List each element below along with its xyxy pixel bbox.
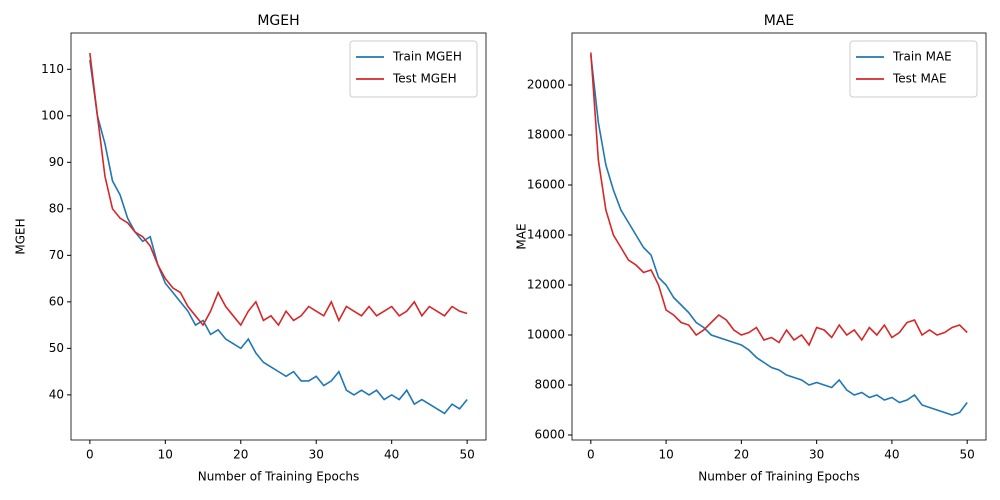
chart-title: MAE [764,13,795,29]
legend-label: Train MAE [892,50,952,64]
series-line [590,54,968,416]
series-line [590,52,968,347]
legend-box [849,40,978,98]
legend-box [349,40,478,98]
y-tick-label: 100 [41,108,64,122]
x-tick-label: 40 [884,448,899,462]
series-line [89,52,468,327]
y-tick-label: 60 [49,294,64,308]
y-tick-label: 6000 [534,428,565,442]
y-tick-label: 70 [49,248,64,262]
x-axis-label: Number of Training Epochs [698,470,860,484]
y-axis-label: MAE [515,223,529,249]
legend-label: Train MGEH [392,50,462,64]
y-tick-label: 16000 [527,178,565,192]
x-tick-label: 30 [309,448,324,462]
y-tick-label: 14000 [527,228,565,242]
y-tick-label: 50 [49,341,64,355]
axes-frame [70,32,487,441]
y-tick-label: 10000 [527,328,565,342]
series-line [89,59,468,415]
x-tick-label: 50 [459,448,474,462]
x-tick-label: 0 [86,448,94,462]
axes-frame [571,32,987,441]
legend-label: Test MGEH [392,72,457,86]
y-tick-label: 8000 [534,378,565,392]
legend-label: Test MAE [892,72,947,86]
y-tick-label: 18000 [527,128,565,142]
y-tick-label: 40 [49,387,64,401]
x-tick-label: 40 [384,448,399,462]
chart-title: MGEH [257,13,299,29]
x-tick-label: 10 [158,448,173,462]
x-tick-label: 30 [809,448,824,462]
x-tick-label: 50 [960,448,975,462]
x-tick-label: 20 [233,448,248,462]
x-tick-label: 10 [658,448,673,462]
y-axis-label: MGEH [14,218,28,254]
y-tick-label: 80 [49,201,64,215]
x-tick-label: 0 [587,448,595,462]
y-tick-label: 90 [49,155,64,169]
y-tick-label: 110 [41,62,64,76]
x-axis-label: Number of Training Epochs [198,470,360,484]
y-tick-label: 12000 [527,278,565,292]
y-tick-label: 20000 [527,78,565,92]
x-tick-label: 20 [734,448,749,462]
